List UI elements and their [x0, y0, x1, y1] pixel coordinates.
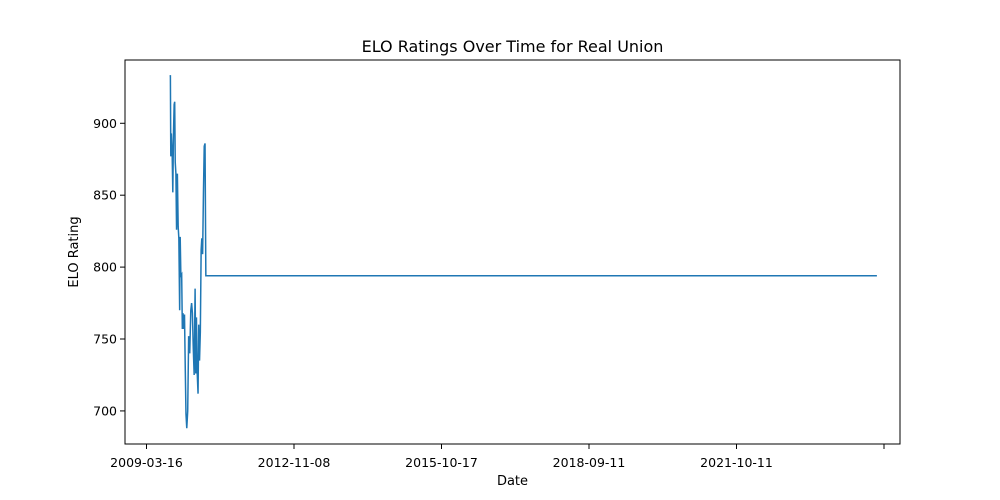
chart-title: ELO Ratings Over Time for Real Union [362, 37, 664, 56]
x-tick-label: 2015-10-17 [405, 455, 478, 470]
y-tick-label: 800 [93, 260, 117, 275]
x-tick-label: 2018-09-11 [553, 455, 626, 470]
y-tick-label: 750 [93, 332, 117, 347]
plot-background [125, 60, 900, 444]
y-tick-label: 850 [93, 188, 117, 203]
x-axis-ticks: 2009-03-16 2012-11-08 2015-10-17 2018-09-11… [110, 444, 885, 470]
x-tick-label: 2021-10-11 [700, 455, 773, 470]
plot-frame [124, 59, 901, 445]
x-tick-label: 2012-11-08 [258, 455, 331, 470]
x-axis-label: Date [497, 474, 528, 489]
elo-rating-series-line [169, 75, 877, 429]
series-layer [169, 75, 877, 429]
y-axis-label: ELO Rating [67, 216, 82, 287]
x-tick-label: 2009-03-16 [110, 455, 183, 470]
y-tick-label: 900 [93, 116, 117, 131]
y-tick-label: 700 [93, 403, 117, 418]
plot-area: 2009-03-16 2012-11-08 2015-10-17 2018-09-11… [93, 59, 901, 470]
y-axis-ticks: 700 750 800 850 900 [93, 116, 125, 418]
